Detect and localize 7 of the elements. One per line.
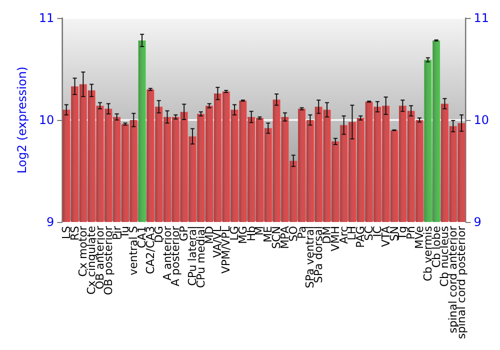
y-axis-title: Log2 (expression) bbox=[15, 66, 29, 174]
y2-tick-label: 9 bbox=[474, 215, 482, 230]
y-tick-label: 11 bbox=[38, 11, 54, 25]
y2-tick-label: 11 bbox=[474, 11, 490, 25]
y2-tick-label: 10 bbox=[474, 113, 490, 128]
y-tick-label: 9 bbox=[46, 215, 54, 230]
y-tick-label: 10 bbox=[38, 113, 54, 128]
